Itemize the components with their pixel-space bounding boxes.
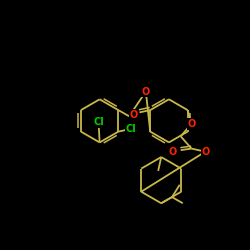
Text: O: O	[129, 110, 138, 120]
Text: O: O	[169, 147, 177, 157]
Text: O: O	[187, 119, 196, 129]
Text: O: O	[142, 86, 150, 97]
Text: Cl: Cl	[125, 124, 136, 134]
Text: Cl: Cl	[94, 118, 104, 128]
Text: O: O	[201, 147, 209, 157]
